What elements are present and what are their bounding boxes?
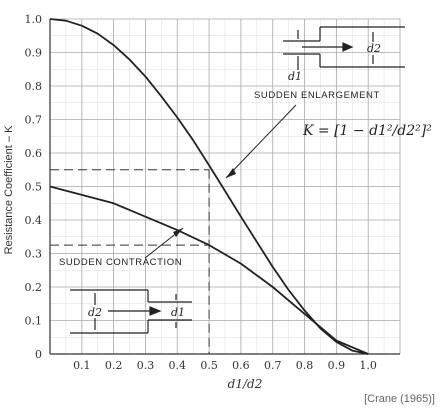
- y-axis-label: Resistance Coefficient – K: [3, 125, 15, 254]
- x-tick-label: 0.7: [264, 359, 282, 372]
- grid: [50, 18, 401, 354]
- series-contraction-line: [49, 185, 369, 355]
- y-tick-label: 0.5: [25, 181, 43, 194]
- contraction-annotation: SUDDEN CONTRACTION: [59, 227, 184, 268]
- y-tick-label: 0.2: [25, 281, 43, 294]
- enlargement-formula: K = [1 − d1²/d2²]²: [302, 123, 432, 139]
- contraction-arrowhead: [173, 228, 183, 237]
- enlargement-d2-label: d2: [367, 42, 381, 55]
- x-tick-label: 0.4: [169, 359, 187, 372]
- enlargement-arrowhead: [226, 168, 236, 178]
- y-tick-label: 0.9: [25, 47, 43, 60]
- y-tick-label: 0.4: [25, 214, 43, 227]
- tick-labels: 0 0.1 0.2 0.3 0.4 0.5 0.6 0.7 0.8 0.9 1.0 0.1 0.2 0.3…: [25, 13, 377, 372]
- enlargement-annotation: SUDDEN ENLARGEMENT K = [1 − d1²/d2²]²: [225, 90, 432, 179]
- y-tick-label: 1.0: [25, 13, 43, 26]
- contraction-d1-label: d1: [171, 306, 185, 319]
- y-tick-label: 0.7: [25, 114, 43, 127]
- x-tick-label: 1.0: [359, 359, 377, 372]
- x-tick-label: 0.3: [137, 359, 155, 372]
- x-tick-label: 0.2: [105, 359, 123, 372]
- x-tick-label: 0.8: [296, 359, 314, 372]
- contraction-label: SUDDEN CONTRACTION: [59, 257, 182, 268]
- enlargement-d1-label: d1: [288, 70, 302, 83]
- y-tick-label: 0.6: [25, 147, 43, 160]
- contraction-pipe-diagram: [70, 289, 192, 334]
- y-tick-label: 0.3: [25, 248, 43, 261]
- x-tick-label: 0.6: [232, 359, 250, 372]
- series-lines: [49, 18, 369, 355]
- x-tick-label: 0.1: [73, 359, 91, 372]
- y-tick-label: 0.8: [25, 80, 43, 93]
- enlargement-pipe-diagram: [283, 26, 405, 70]
- enlargement-label: SUDDEN ENLARGEMENT: [254, 90, 380, 101]
- enlargement-arrow: [225, 104, 297, 179]
- y-tick-label: 0: [35, 348, 42, 361]
- x-axis-label: d1/d2: [228, 377, 263, 391]
- contraction-d2-label: d2: [88, 306, 102, 319]
- reference-lines: [50, 169, 210, 354]
- x-tick-label: 0.5: [200, 359, 218, 372]
- citation: [Crane (1965)]: [364, 393, 435, 405]
- y-tick-label: 0.1: [25, 315, 43, 328]
- x-tick-label: 0.9: [328, 359, 346, 372]
